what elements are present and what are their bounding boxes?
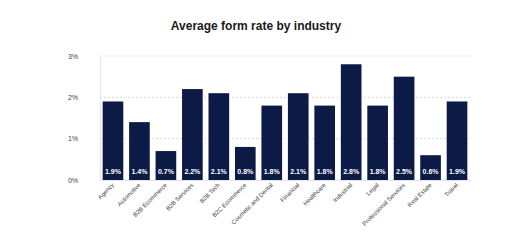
- data-label: 2.5%: [396, 168, 413, 175]
- plot: 0% 1% 2% 3% 1.9% 1.4% 0.7% 2.2% 2.1% 0.8% 1.8% 2.1%…: [68, 53, 471, 227]
- y-tick: 3%: [68, 53, 100, 60]
- data-label: 1.8%: [264, 168, 281, 175]
- x-axis-line: [101, 180, 471, 181]
- data-label: 2.1%: [290, 168, 307, 175]
- x-tick-label: Financial: [279, 182, 300, 203]
- data-label: 1.4%: [131, 168, 148, 175]
- x-tick-label: Professional Services: [361, 182, 406, 227]
- y-tick-label: 1%: [68, 135, 78, 142]
- y-tick: 0%: [68, 177, 100, 184]
- bar: [235, 147, 256, 180]
- data-label: 0.7%: [158, 168, 175, 175]
- bar: [367, 106, 388, 180]
- data-label: 1.8%: [370, 168, 387, 175]
- x-tick-label: B2B Ecommerce: [132, 181, 169, 218]
- x-tick-label: B2B Services: [165, 182, 195, 212]
- y-tick-label: 3%: [68, 53, 78, 60]
- bar: [261, 106, 282, 180]
- x-tick-label: Agency: [97, 182, 115, 200]
- y-tick: 1%: [68, 135, 100, 142]
- x-tick-label: Industrial: [332, 182, 353, 203]
- data-label: 0.6%: [423, 168, 440, 175]
- bar: [182, 89, 203, 180]
- bar: [394, 77, 415, 180]
- data-label: 1.9%: [449, 168, 466, 175]
- bar: [103, 101, 124, 180]
- x-tick-label: Healthcare: [302, 181, 327, 206]
- grid-line: [100, 56, 470, 57]
- x-tick: Professional Services: [361, 180, 406, 227]
- x-tick: Cosmetic and Dental: [230, 180, 274, 226]
- x-tick: Legal: [365, 180, 380, 197]
- title: Average form rate by industry: [171, 19, 342, 33]
- x-tick-label: Automotive: [116, 181, 142, 207]
- x-tick: Real Estate: [407, 180, 434, 208]
- bar: [420, 155, 441, 180]
- bar: [447, 101, 468, 180]
- grid-line: [100, 97, 470, 98]
- x-tick: Travel: [443, 180, 459, 198]
- grid: [100, 56, 470, 180]
- chart: Average form rate by industry 0% 1% 2% 3% 1.9…: [0, 0, 512, 236]
- bar: [156, 151, 177, 180]
- bars: [103, 64, 468, 180]
- x-tick-label: Legal: [365, 182, 380, 197]
- y-axis: 0% 1% 2% 3%: [68, 53, 101, 184]
- x-tick: B2B Ecommerce: [132, 180, 169, 218]
- data-label: 1.8%: [317, 168, 334, 175]
- bar: [314, 106, 335, 180]
- x-tick: Healthcare: [302, 180, 327, 207]
- x-tick-label: B2B Tech: [199, 182, 221, 204]
- x-tick-label: Travel: [443, 182, 459, 198]
- x-tick: Financial: [279, 180, 300, 203]
- x-tick: B2B Tech: [199, 180, 221, 204]
- x-tick: Automotive: [116, 180, 142, 207]
- data-label: 0.8%: [237, 168, 254, 175]
- data-labels: 1.9% 1.4% 0.7% 2.2% 2.1% 0.8% 1.8% 2.1% 1.8% 2.8%…: [105, 168, 466, 175]
- grid-line: [100, 138, 470, 139]
- y-axis-line: [100, 57, 101, 181]
- grid-line: [100, 180, 470, 181]
- x-axis: AgencyAutomotiveB2B EcommerceB2B Service…: [97, 180, 471, 227]
- x-tick: Industrial: [332, 180, 353, 203]
- bar: [288, 93, 309, 180]
- data-label: 2.2%: [184, 168, 201, 175]
- x-tick-label: Real Estate: [407, 181, 434, 208]
- y-tick: 2%: [68, 94, 100, 101]
- data-label: 2.8%: [343, 168, 360, 175]
- y-tick-label: 0%: [68, 177, 78, 184]
- x-tick: B2B Services: [165, 180, 195, 212]
- y-tick-label: 2%: [68, 94, 78, 101]
- bar: [209, 93, 230, 180]
- bar: [341, 64, 362, 180]
- x-tick: Agency: [97, 180, 115, 200]
- x-tick-label: Cosmetic and Dental: [230, 182, 274, 226]
- bar: [129, 122, 150, 180]
- data-label: 1.9%: [105, 168, 122, 175]
- data-label: 2.1%: [211, 168, 228, 175]
